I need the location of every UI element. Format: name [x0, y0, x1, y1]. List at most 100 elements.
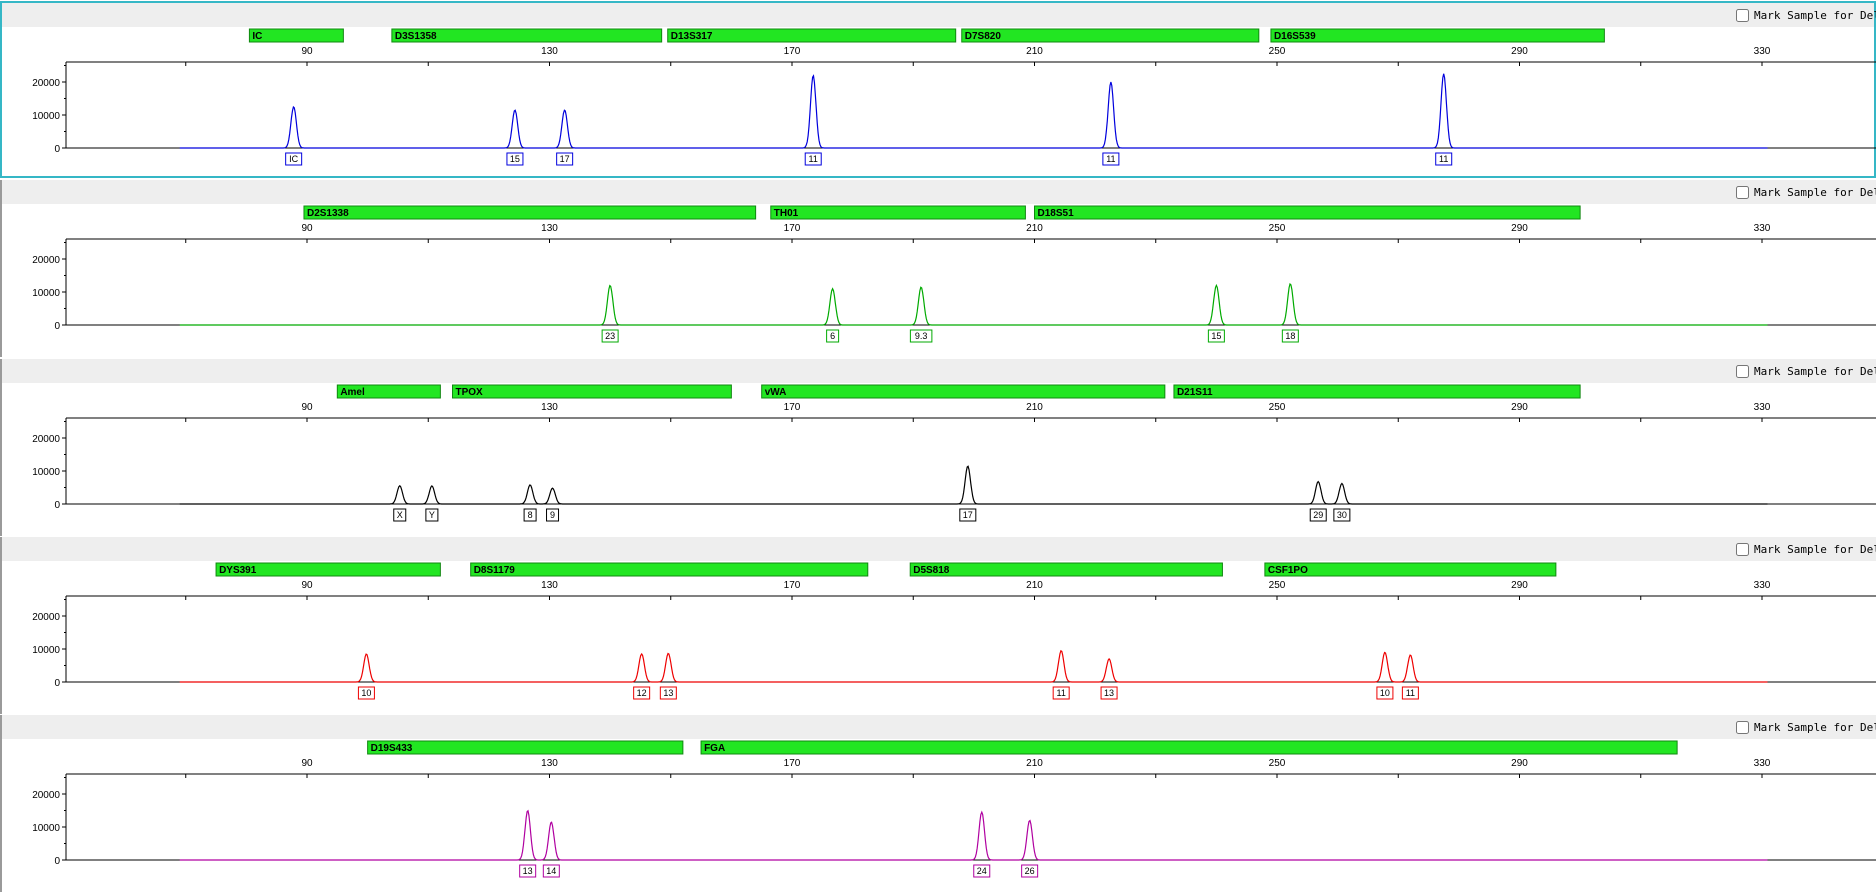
- allele-call[interactable]: 29: [1310, 509, 1326, 521]
- allele-call[interactable]: 23: [602, 330, 618, 342]
- locus-bin[interactable]: D13S317: [668, 29, 956, 42]
- allele-call[interactable]: 14: [543, 865, 559, 877]
- locus-bin-rect[interactable]: [1271, 29, 1604, 42]
- allele-label: 17: [963, 510, 973, 520]
- allele-call[interactable]: X: [394, 509, 406, 521]
- y-tick-label: 0: [54, 856, 60, 867]
- locus-bin[interactable]: IC: [249, 29, 343, 42]
- allele-call[interactable]: 11: [1053, 687, 1069, 699]
- allele-call[interactable]: IC: [286, 153, 302, 165]
- locus-bin-label: D8S1179: [474, 565, 516, 576]
- allele-call[interactable]: 13: [660, 687, 676, 699]
- allele-call[interactable]: 13: [1101, 687, 1117, 699]
- locus-bin-label: D19S433: [371, 743, 413, 754]
- allele-label: 10: [361, 688, 371, 698]
- allele-call[interactable]: 9: [547, 509, 559, 521]
- locus-bin[interactable]: TPOX: [453, 385, 732, 398]
- allele-call[interactable]: 11: [1103, 153, 1119, 165]
- allele-call[interactable]: Y: [426, 509, 438, 521]
- locus-bin-label: TH01: [774, 208, 799, 219]
- allele-call[interactable]: 17: [557, 153, 573, 165]
- allele-call[interactable]: 15: [1208, 330, 1224, 342]
- allele-call[interactable]: 17: [960, 509, 976, 521]
- allele-call[interactable]: 12: [634, 687, 650, 699]
- x-tick-label: 330: [1754, 758, 1771, 769]
- dye-panel[interactable]: Mark Sample for DeletionD19S433FGA901301…: [0, 715, 1876, 892]
- locus-bin-rect[interactable]: [962, 29, 1259, 42]
- y-tick-label: 10000: [32, 288, 60, 299]
- allele-call[interactable]: 9.3: [910, 330, 932, 342]
- locus-bin-rect[interactable]: [453, 385, 732, 398]
- allele-label: 13: [523, 866, 533, 876]
- locus-bin[interactable]: D5S818: [910, 563, 1222, 576]
- allele-call[interactable]: 11: [805, 153, 821, 165]
- x-tick-label: 170: [784, 580, 801, 591]
- allele-call[interactable]: 6: [827, 330, 839, 342]
- allele-call[interactable]: 11: [1436, 153, 1452, 165]
- allele-call[interactable]: 10: [1377, 687, 1393, 699]
- locus-bin-rect[interactable]: [771, 206, 1026, 219]
- locus-bin[interactable]: TH01: [771, 206, 1026, 219]
- allele-label: 24: [977, 866, 987, 876]
- locus-bin-label: D13S317: [671, 31, 713, 42]
- locus-bin-rect[interactable]: [1265, 563, 1556, 576]
- locus-bin[interactable]: D19S433: [368, 741, 683, 754]
- locus-bin[interactable]: D8S1179: [471, 563, 868, 576]
- locus-bin-rect[interactable]: [1174, 385, 1580, 398]
- locus-bin[interactable]: vWA: [762, 385, 1165, 398]
- y-tick-label: 10000: [32, 645, 60, 656]
- allele-call[interactable]: 18: [1282, 330, 1298, 342]
- allele-label: 15: [510, 154, 520, 164]
- locus-bin-rect[interactable]: [471, 563, 868, 576]
- y-tick-label: 20000: [32, 434, 60, 445]
- locus-bin[interactable]: D2S1338: [304, 206, 756, 219]
- allele-label: Y: [429, 510, 435, 520]
- locus-bin-rect[interactable]: [368, 741, 683, 754]
- allele-call[interactable]: 8: [524, 509, 536, 521]
- y-tick-label: 0: [54, 321, 60, 332]
- x-tick-label: 210: [1026, 580, 1043, 591]
- dye-panel[interactable]: Mark Sample for DeletionICD3S1358D13S317…: [0, 1, 1876, 178]
- allele-call[interactable]: 24: [974, 865, 990, 877]
- allele-call[interactable]: 10: [358, 687, 374, 699]
- allele-label: 18: [1285, 331, 1295, 341]
- locus-bin[interactable]: CSF1PO: [1265, 563, 1556, 576]
- x-tick-label: 90: [301, 402, 313, 413]
- locus-bin-rect[interactable]: [910, 563, 1222, 576]
- allele-call[interactable]: 11: [1402, 687, 1418, 699]
- x-tick-label: 90: [301, 223, 313, 234]
- allele-label: 11: [1439, 154, 1448, 164]
- locus-bin[interactable]: D16S539: [1271, 29, 1604, 42]
- locus-bin-rect[interactable]: [304, 206, 756, 219]
- locus-bin[interactable]: FGA: [701, 741, 1677, 754]
- allele-call[interactable]: 26: [1022, 865, 1038, 877]
- allele-call[interactable]: 30: [1334, 509, 1350, 521]
- dye-panel[interactable]: Mark Sample for DeletionDYS391D8S1179D5S…: [0, 537, 1876, 714]
- locus-bin-rect[interactable]: [1035, 206, 1581, 219]
- locus-bin-rect[interactable]: [249, 29, 343, 42]
- locus-bin-rect[interactable]: [762, 385, 1165, 398]
- y-tick-label: 10000: [32, 467, 60, 478]
- x-tick-label: 330: [1754, 580, 1771, 591]
- locus-bin[interactable]: Amel: [337, 385, 440, 398]
- locus-bin[interactable]: D21S11: [1174, 385, 1580, 398]
- x-tick-label: 290: [1511, 223, 1528, 234]
- locus-bin[interactable]: D3S1358: [392, 29, 662, 42]
- locus-bin[interactable]: D7S820: [962, 29, 1259, 42]
- locus-bin-label: Amel: [340, 387, 365, 398]
- locus-bin-label: FGA: [704, 743, 725, 754]
- x-tick-label: 210: [1026, 758, 1043, 769]
- allele-label: 12: [637, 688, 647, 698]
- allele-call[interactable]: 15: [507, 153, 523, 165]
- x-tick-label: 130: [541, 758, 558, 769]
- allele-label: 13: [1104, 688, 1114, 698]
- dye-panel[interactable]: Mark Sample for DeletionAmelTPOXvWAD21S1…: [0, 359, 1876, 536]
- locus-bin-label: D18S51: [1038, 208, 1075, 219]
- locus-bin[interactable]: DYS391: [216, 563, 440, 576]
- locus-bin[interactable]: D18S51: [1035, 206, 1581, 219]
- locus-bin-label: IC: [252, 31, 262, 42]
- locus-bin-rect[interactable]: [701, 741, 1677, 754]
- dye-panel[interactable]: Mark Sample for DeletionD2S1338TH01D18S5…: [0, 180, 1876, 357]
- allele-call[interactable]: 13: [520, 865, 536, 877]
